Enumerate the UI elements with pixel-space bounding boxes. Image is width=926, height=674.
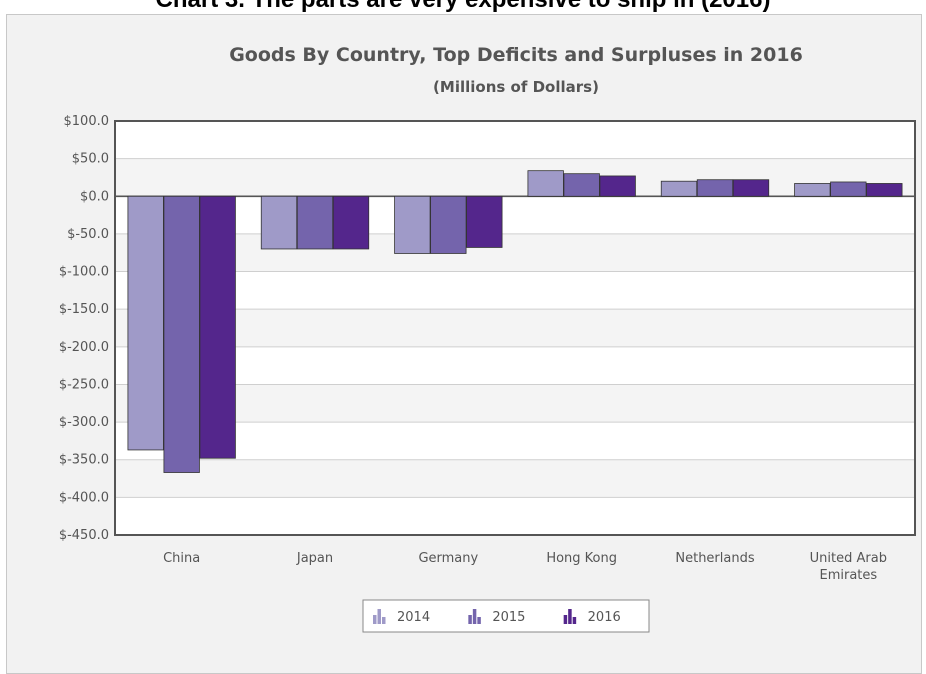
chart-subtitle: (Millions of Dollars) [433,78,599,96]
bar[interactable] [564,174,600,197]
legend: 2014 2015 2016 [363,600,649,632]
page-heading: Chart 3. The parts are very expensive to… [0,0,926,14]
bar[interactable] [395,196,431,253]
bar[interactable] [128,196,163,450]
x-tick-label: Hong Kong [546,551,617,566]
legend-swatch [477,617,481,624]
bar[interactable] [697,180,733,197]
bar[interactable] [164,196,200,472]
x-tick-label: United Arab [810,551,887,566]
legend-label[interactable]: 2015 [492,610,525,625]
x-tick-label: Germany [418,551,478,566]
bar[interactable] [200,196,236,458]
chart: Goods By Country, Top Deficits and Surpl… [7,15,923,657]
legend-swatch [378,609,382,624]
chart-frame: Goods By Country, Top Deficits and Surpl… [6,14,922,674]
y-tick-label: $0.0 [80,189,109,204]
bar[interactable] [297,196,333,249]
bar[interactable] [261,196,297,249]
bar[interactable] [600,176,636,196]
bar[interactable] [528,171,564,197]
legend-swatch [382,617,386,624]
bar[interactable] [333,196,369,249]
legend-swatch [473,609,477,624]
y-tick-label: $-350.0 [59,453,109,468]
bar[interactable] [867,183,903,196]
y-tick-label: $-50.0 [67,227,109,242]
x-axis: China Japan Germany Hong Kong Netherlands Uni… [163,551,887,583]
legend-swatch [568,609,572,624]
x-tick-label: China [163,551,200,566]
legend-label[interactable]: 2014 [397,610,430,625]
legend-label[interactable]: 2016 [588,610,621,625]
x-tick-label: Japan [296,551,333,566]
bar[interactable] [467,196,503,247]
grid-band [115,460,915,498]
x-tick-label: Emirates [819,568,877,583]
bar[interactable] [831,182,867,196]
legend-swatch [373,615,377,624]
y-tick-label: $100.0 [64,114,110,129]
y-tick-label: $50.0 [72,152,109,167]
legend-swatch [573,617,577,624]
y-tick-label: $-400.0 [59,490,109,505]
y-axis: $100.0 $50.0 $0.0 $-50.0 $-100.0 $-150.0 $-200… [59,114,109,543]
bar[interactable] [661,181,697,196]
legend-swatch [564,615,568,624]
x-tick-label: Netherlands [675,551,754,566]
y-tick-label: $-150.0 [59,302,109,317]
y-tick-label: $-200.0 [59,340,109,355]
y-tick-label: $-300.0 [59,415,109,430]
y-tick-label: $-100.0 [59,265,109,280]
bar[interactable] [795,183,831,196]
bar[interactable] [431,196,467,253]
bar[interactable] [733,180,769,197]
legend-swatch [468,615,472,624]
y-tick-label: $-450.0 [59,528,109,543]
y-tick-label: $-250.0 [59,377,109,392]
chart-title: Goods By Country, Top Deficits and Surpl… [229,44,803,66]
